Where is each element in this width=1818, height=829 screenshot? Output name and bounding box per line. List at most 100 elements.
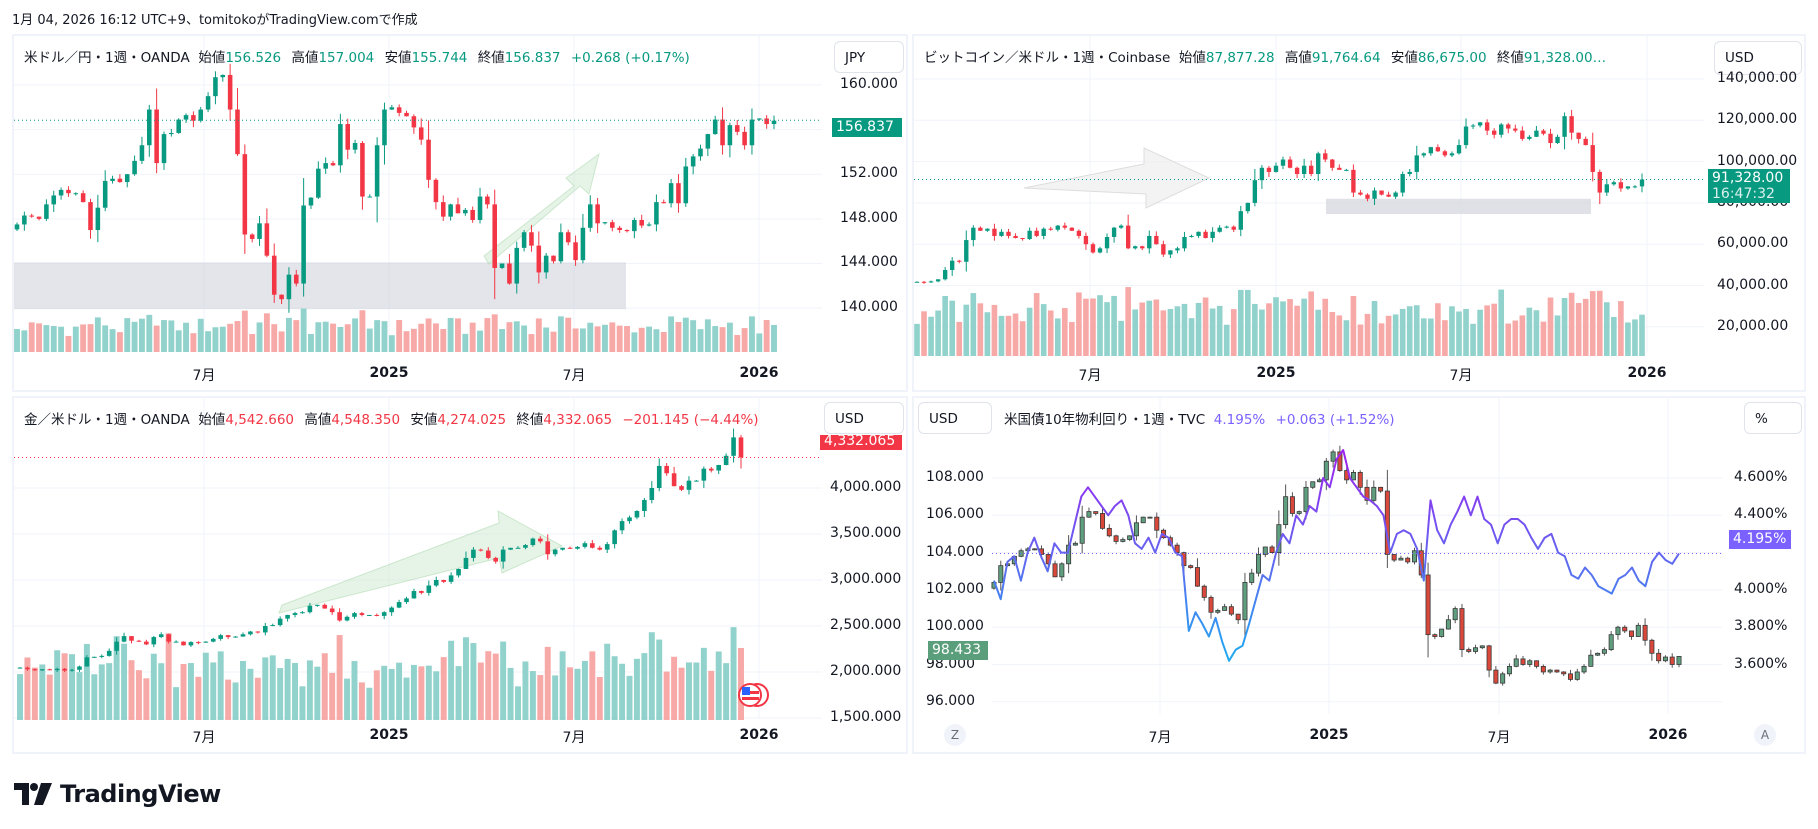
close-value: 156.837 [504, 50, 561, 66]
candle [1032, 548, 1038, 551]
volume-bar [1378, 323, 1385, 356]
candle [602, 222, 608, 224]
candle [1534, 660, 1540, 667]
candle [80, 193, 86, 203]
volume-bar [1449, 306, 1455, 356]
volume-bar [277, 668, 284, 720]
candle [124, 174, 130, 183]
usdjpy-panel[interactable]: 米ドル／円・1週・OANDA 始値156.526 高値157.004 安値155… [12, 34, 908, 392]
candle [1439, 628, 1445, 637]
tradingview-logo[interactable]: TradingView [14, 780, 221, 808]
candle [1301, 165, 1307, 174]
candle [1372, 190, 1377, 199]
volume-bar [46, 674, 53, 720]
volume-bar [292, 662, 298, 720]
candle [1125, 225, 1131, 249]
price-axis-label: 4.400% [1734, 506, 1788, 523]
candle [716, 465, 722, 471]
time-axis-label: 7月 [1148, 730, 1172, 746]
volume-bar [98, 664, 105, 720]
candle [1378, 486, 1384, 492]
candle [1590, 145, 1595, 172]
candle [183, 115, 189, 120]
candle [440, 202, 446, 217]
volume-bar [1090, 298, 1096, 356]
xauusd-panel[interactable]: 金／米ドル・1週・OANDA 始値4,542.660 高値4,548.350 安… [12, 396, 908, 754]
volume-bar [1202, 297, 1209, 356]
volume-bar [210, 662, 217, 720]
xauusd-chart[interactable] [14, 398, 910, 756]
volume-bar [697, 329, 704, 352]
candle [77, 666, 82, 670]
candle [1492, 130, 1497, 135]
candle [499, 263, 505, 268]
price-axis-label: 140,000.00 [1717, 70, 1798, 86]
volume-bar [1167, 309, 1174, 356]
currency-button[interactable]: JPY [834, 41, 904, 73]
volume-bar [50, 325, 57, 352]
candle [396, 107, 402, 113]
candle [543, 255, 549, 273]
candle [1280, 159, 1286, 166]
volume-bar [641, 653, 648, 720]
us10y-panel[interactable]: USD 米国債10年物利回り・1週・TVC 4.195% +0.063 (+1.… [912, 396, 1806, 754]
volume-bar [1216, 305, 1223, 356]
volume-bar [712, 326, 719, 352]
volume-bar [1554, 315, 1561, 356]
candle [701, 468, 707, 481]
candle [114, 641, 119, 651]
volume-bar [678, 667, 685, 720]
zoom-z-button[interactable]: Z [944, 724, 966, 746]
candle [1059, 563, 1065, 578]
volume-bar [626, 675, 633, 720]
candle [359, 613, 365, 615]
candle [1656, 652, 1662, 662]
volume-bar [433, 671, 440, 720]
volume-bar [507, 667, 514, 720]
us-flag-icon[interactable] [737, 682, 773, 708]
volume-bar [344, 678, 351, 720]
currency-button[interactable]: USD [1714, 41, 1802, 75]
candle [1048, 228, 1053, 230]
candle [1210, 231, 1215, 239]
us10y-chart[interactable] [914, 398, 1808, 756]
candle [169, 132, 174, 135]
volume-bar [225, 679, 232, 720]
low-value: 4,274.025 [437, 412, 507, 428]
left-currency-button[interactable]: USD [918, 402, 992, 434]
volume-bar [1463, 308, 1469, 356]
volume-bar [1364, 313, 1371, 356]
candle [66, 189, 71, 194]
candle [1344, 169, 1349, 171]
volume-bar [557, 316, 564, 352]
volume-bar [143, 678, 150, 720]
auto-scale-a-button[interactable]: A [1754, 724, 1776, 746]
candle [1104, 236, 1110, 249]
candle [389, 107, 395, 110]
candle [1006, 231, 1011, 236]
usdjpy-chart[interactable] [14, 36, 910, 394]
xauusd-symbol: 金／米ドル・1週・OANDA [24, 412, 190, 428]
candle [1189, 235, 1194, 237]
volume-bar [403, 677, 410, 720]
candle [14, 224, 20, 230]
candle [1548, 133, 1553, 144]
volume-bar [477, 330, 483, 352]
candle [530, 538, 536, 546]
candle [1118, 225, 1124, 228]
btcusd-chart[interactable] [914, 36, 1808, 394]
currency-button[interactable]: USD [824, 402, 904, 434]
volume-bar [381, 321, 388, 352]
candle [1393, 192, 1398, 197]
candle [560, 547, 565, 550]
volume-bar [330, 323, 336, 352]
candle [1154, 516, 1160, 531]
candle [723, 455, 729, 465]
right-unit-button[interactable]: % [1744, 402, 1802, 434]
time-axis-label: 2025 [1309, 727, 1349, 743]
candle [271, 255, 277, 295]
volume-bar [219, 326, 226, 352]
volume-bar [197, 318, 204, 352]
candle [580, 227, 586, 261]
btcusd-panel[interactable]: ビットコイン／米ドル・1週・Coinbase 始値87,877.28 高値91,… [912, 34, 1806, 392]
